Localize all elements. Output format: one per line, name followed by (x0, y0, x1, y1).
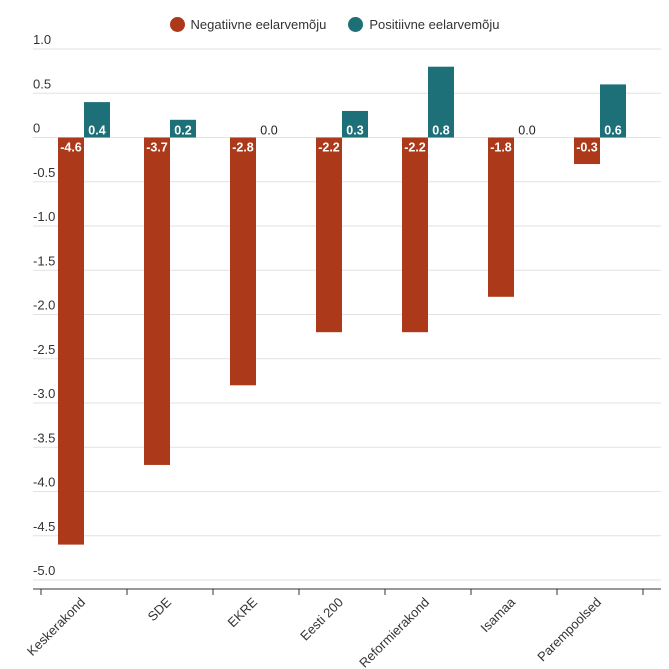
y-tick-label: -1.0 (33, 209, 55, 224)
x-category-label: Parempoolsed (534, 595, 604, 665)
y-tick-label: -3.0 (33, 386, 55, 401)
data-label-negative: -2.8 (232, 141, 254, 155)
x-category-label: Isamaa (477, 594, 518, 635)
legend-label-negative: Negatiivne eelarvemõju (190, 16, 327, 32)
bar-negative (144, 137, 170, 465)
y-tick-label: 0.5 (33, 76, 51, 91)
data-label-negative: -1.8 (490, 141, 512, 155)
bar-negative (574, 137, 600, 165)
legend: Negatiivne eelarvemõju Positiivne eelarv… (0, 12, 669, 36)
y-tick-label: -1.5 (33, 253, 55, 268)
bar-negative (58, 137, 84, 545)
data-label-negative: -0.3 (576, 141, 598, 155)
legend-dot-negative (169, 16, 185, 32)
x-category-label: Reformierakond (356, 595, 432, 669)
y-tick-label: -4.5 (33, 519, 55, 534)
y-tick-label: 1.0 (33, 32, 51, 47)
bar-positive (342, 110, 368, 138)
data-label-positive: 0.3 (346, 124, 363, 138)
data-label-positive: 0.0 (260, 124, 277, 138)
x-category-label: SDE (145, 594, 175, 624)
legend-label-positive: Positiivne eelarvemõju (369, 16, 500, 32)
data-label-positive: 0.4 (88, 124, 105, 138)
y-tick-label: 0 (33, 121, 40, 136)
data-label-negative: -4.6 (60, 141, 82, 155)
bar-negative (316, 137, 342, 333)
data-label-negative: -2.2 (318, 141, 340, 155)
data-label-positive: 0.0 (518, 124, 535, 138)
data-label-positive: 0.2 (174, 124, 191, 138)
data-label-positive: 0.6 (604, 124, 621, 138)
bar-negative (488, 137, 514, 297)
bar-positive (428, 66, 454, 138)
legend-item-negative: Negatiivne eelarvemõju (169, 16, 327, 32)
bar-positive (170, 119, 196, 138)
x-category-label: EKRE (224, 594, 260, 630)
x-category-label: Eesti 200 (297, 595, 346, 644)
bar-negative (402, 137, 428, 333)
y-tick-label: -3.5 (33, 430, 55, 445)
legend-item-positive: Positiivne eelarvemõju (348, 16, 500, 32)
data-label-positive: 0.8 (432, 124, 449, 138)
y-tick-label: -4.0 (33, 475, 55, 490)
data-label-negative: -2.2 (404, 141, 426, 155)
data-label-negative: -3.7 (146, 141, 168, 155)
bar-positive (84, 102, 110, 138)
bar-positive (600, 84, 626, 138)
y-tick-label: -2.5 (33, 342, 55, 357)
y-tick-label: -0.5 (33, 165, 55, 180)
bar-negative (230, 137, 256, 386)
legend-dot-positive (348, 16, 364, 32)
x-category-label: Keskerakond (24, 595, 88, 659)
y-tick-label: -2.0 (33, 298, 55, 313)
y-tick-label: -5.0 (33, 563, 55, 578)
